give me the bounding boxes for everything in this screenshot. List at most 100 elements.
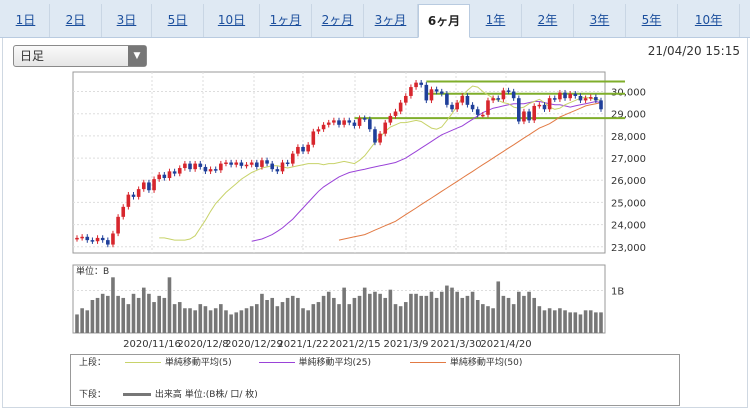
volume-bar (398, 306, 403, 333)
volume-bar (558, 308, 562, 333)
tab-3日[interactable]: 3日 (102, 4, 152, 37)
price-tick-label: 27,000 (611, 154, 646, 165)
volume-bar (285, 297, 290, 333)
candle-body (332, 120, 336, 123)
tab-1年[interactable]: 1年 (470, 4, 522, 37)
tab-3ヶ月[interactable]: 3ヶ月 (364, 4, 418, 37)
tab-1ヶ月[interactable]: 1ヶ月 (260, 4, 312, 37)
candle-body (152, 179, 156, 191)
tab-2年[interactable]: 2年 (522, 4, 574, 37)
candle-body (280, 162, 285, 172)
candle-body (419, 82, 423, 85)
candle-body (439, 91, 444, 94)
candle-body (255, 162, 259, 167)
volume-bar (501, 295, 506, 333)
candle-body (455, 102, 459, 110)
ma50-series-line (338, 102, 602, 241)
date-tick-label: 2020/11/16 (123, 339, 181, 350)
volume-bar (332, 297, 336, 333)
volume-bar (296, 297, 300, 333)
tab-2日[interactable]: 2日 (50, 4, 102, 37)
volume-bar (527, 291, 531, 333)
candle-body (383, 122, 388, 134)
candle-body (106, 240, 110, 245)
legend-lower-label: 下段： (79, 390, 107, 400)
price-tick-label: 25,000 (611, 198, 646, 209)
candle-body (409, 87, 413, 96)
candle-body (511, 91, 516, 99)
volume-bar (445, 285, 449, 333)
volume-bar (578, 314, 583, 333)
candle-body (563, 92, 567, 99)
volume-swatch (122, 393, 151, 396)
candle-body (126, 194, 131, 207)
volume-bar (388, 289, 393, 333)
candle-body (594, 97, 598, 101)
candle-body (90, 240, 95, 242)
tab-5年[interactable]: 5年 (626, 4, 678, 37)
volume-bar (475, 300, 480, 333)
price-tick-label: 24,000 (611, 221, 646, 232)
candle-body (362, 118, 367, 120)
candle-body (301, 146, 305, 152)
date-tick-label: 2021/1/22 (277, 339, 328, 350)
volume-bar (434, 297, 439, 333)
candle-body (378, 133, 382, 143)
tab-2ヶ月[interactable]: 2ヶ月 (312, 4, 364, 37)
volume-bar (85, 310, 90, 333)
tab-1日[interactable]: 1日 (2, 4, 50, 37)
candle-body (347, 120, 352, 123)
candle-body (198, 163, 203, 167)
volume-bar (450, 287, 454, 333)
volume-bar (111, 277, 115, 333)
candle-body (393, 111, 398, 116)
candle-body (95, 237, 100, 242)
tab-10年[interactable]: 10年 (678, 4, 740, 37)
volume-bar (255, 304, 259, 333)
candle-body (157, 174, 161, 180)
candle-body (80, 236, 84, 239)
volume-bar (311, 304, 316, 333)
candle-body (260, 160, 264, 167)
candle-period-select[interactable]: 日足 ▼ (13, 45, 147, 67)
candle-body (588, 97, 593, 99)
volume-bar (249, 306, 254, 333)
volume-bar (506, 297, 511, 333)
date-tick-label: 2020/12/29 (225, 339, 283, 350)
tab-6ヶ月[interactable]: 6ヶ月 (418, 4, 470, 38)
volume-bar (568, 312, 572, 333)
tab-10日[interactable]: 10日 (204, 4, 260, 37)
candle-body (573, 93, 578, 96)
candle-body (219, 163, 223, 171)
ma25-swatch (258, 362, 295, 363)
volume-bar (342, 287, 346, 333)
volume-bar (116, 295, 120, 333)
candle-body (558, 92, 562, 100)
tab-3年[interactable]: 3年 (574, 4, 626, 37)
volume-bar (588, 310, 593, 333)
volume-bar (121, 297, 126, 333)
volume-bar (537, 306, 542, 333)
volume-bar (409, 293, 413, 333)
volume-bar (213, 308, 218, 333)
volume-bar (542, 310, 547, 333)
candle-body (193, 163, 197, 170)
candle-body (239, 162, 244, 166)
candle-body (470, 104, 475, 110)
volume-bar (141, 287, 146, 333)
candle-body (429, 89, 434, 101)
volume-bar (177, 302, 182, 333)
candle-body (506, 90, 511, 92)
date-tick-label: 2021/3/9 (384, 339, 429, 350)
candle-body (188, 163, 192, 170)
volume-bar (599, 312, 603, 333)
candle-body (445, 93, 449, 105)
tab-5日[interactable]: 5日 (152, 4, 204, 37)
volume-bar (373, 291, 377, 333)
candle-body (249, 162, 254, 165)
volume-bar (131, 293, 136, 333)
volume-bar (583, 310, 588, 333)
candle-body (527, 111, 531, 121)
chevron-down-icon[interactable]: ▼ (128, 46, 146, 66)
volume-bar (347, 304, 352, 333)
